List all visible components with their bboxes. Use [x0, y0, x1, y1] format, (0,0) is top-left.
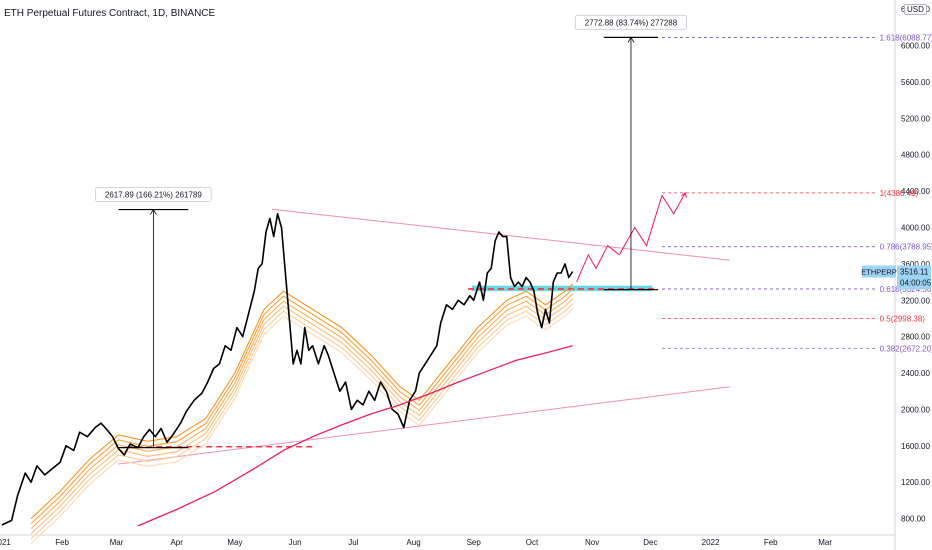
y-tick-label: 3600.00 — [901, 260, 930, 269]
fib-level-label: 0.5(2998.38) — [880, 315, 926, 324]
ribbon-line — [30, 303, 574, 540]
price-tag: ETHPERP 3516.11 04:00:05 — [861, 265, 932, 290]
moving-average-ribbon — [30, 283, 574, 545]
fib-level-label: 1.618(6088.77) — [880, 33, 932, 42]
x-tick-label: Jun — [289, 538, 302, 547]
y-tick-label: 4800.00 — [901, 151, 930, 160]
ribbon-line — [30, 298, 574, 535]
fib-level-label: 1(4380.49) — [880, 189, 919, 198]
price-tag-value: 3516.11 — [900, 267, 929, 276]
x-tick-label: Oct — [526, 538, 539, 547]
fib-level-label: 0.786(3788.95) — [880, 243, 932, 252]
x-tick-label: Aug — [406, 538, 420, 547]
y-tick-label: 6000.00 — [901, 41, 930, 50]
measure-annotations: 2617.89 (166.21%) 261789 2772.88 (83.74%)… — [95, 14, 688, 449]
x-tick-label: 2022 — [702, 538, 720, 547]
y-tick-label: 2400.00 — [901, 369, 930, 378]
symbol-tag-box — [862, 265, 896, 278]
currency-badge[interactable]: USD — [904, 4, 927, 15]
ribbon-line — [30, 283, 574, 520]
y-tick-label: 2000.00 — [901, 405, 930, 414]
ribbon-line — [30, 308, 574, 545]
measure-arrowhead — [150, 208, 157, 215]
fib-level-label: 0.382(2672.20) — [880, 344, 932, 353]
y-tick-label: 800.00 — [901, 515, 926, 524]
y-tick-label: 4000.00 — [901, 223, 930, 232]
x-tick-label: Apr — [170, 538, 183, 547]
x-tick-label: Nov — [585, 538, 599, 547]
price-tag-countdown: 04:00:05 — [900, 278, 932, 287]
y-tick-label: 5600.00 — [901, 78, 930, 87]
measure-label: 2617.89 (166.21%) 261789 — [105, 191, 203, 200]
projection-line — [576, 192, 686, 283]
symbol-tag-label: ETHPERP — [861, 267, 896, 276]
x-tick-label: Mar — [818, 538, 832, 547]
x-tick-label: Mar — [110, 538, 124, 547]
price-series — [1, 192, 687, 527]
y-tick-label: 2800.00 — [901, 333, 930, 342]
x-tick-label: Feb — [764, 538, 778, 547]
ribbon-line — [30, 288, 574, 525]
fibonacci-levels: 1.618(6088.77) 1(4380.49) 0.786(3788.95) 0.… — [662, 33, 932, 353]
x-tick-label: May — [227, 538, 242, 547]
price-tag-box — [897, 265, 931, 290]
chart-title: ETH Perpetual Futures Contract, 1D, BINA… — [4, 8, 216, 19]
measure-label-box — [574, 14, 688, 30]
measure-label-box — [95, 187, 212, 203]
x-tick-label: 2021 — [0, 538, 11, 547]
projection-arrowhead — [681, 192, 687, 198]
measure-arrowhead — [627, 36, 635, 43]
price-line — [1, 213, 574, 526]
x-tick-label: Sep — [467, 538, 482, 547]
y-tick-label: 1600.00 — [901, 442, 930, 451]
lower-trendline — [118, 386, 731, 465]
x-tick-label: Dec — [643, 538, 657, 547]
y-tick-label: 3200.00 — [901, 296, 930, 305]
x-tick-label: Jul — [348, 538, 358, 547]
y-tick-label: 1200.00 — [901, 478, 930, 487]
measure-label: 2772.88 (83.74%) 277288 — [585, 18, 678, 27]
y-tick-label: 4400.00 — [901, 187, 930, 196]
y-tick-label: 5200.00 — [901, 114, 930, 123]
x-tick-label: Feb — [55, 538, 69, 547]
moving-average-line — [137, 345, 573, 527]
